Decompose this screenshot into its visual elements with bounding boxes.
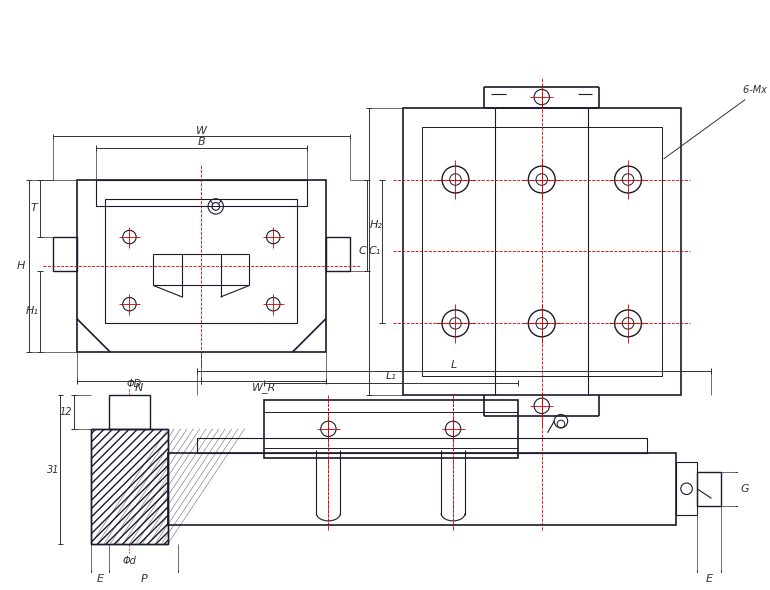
Text: H: H	[17, 261, 25, 271]
Bar	[676, 463, 697, 515]
Bar	[403, 107, 681, 395]
Bar	[91, 429, 168, 544]
Text: 12: 12	[60, 407, 72, 417]
Bar	[326, 237, 350, 271]
Bar	[77, 179, 326, 352]
Bar	[91, 429, 168, 544]
Text: C: C	[359, 247, 367, 257]
Text: C₁: C₁	[369, 247, 381, 257]
Bar	[105, 199, 297, 323]
Text: ΦD: ΦD	[127, 379, 142, 389]
Text: H₂: H₂	[370, 220, 383, 230]
Text: L₁: L₁	[385, 371, 396, 381]
Text: G: G	[741, 484, 749, 494]
Bar	[263, 400, 517, 458]
Text: W: W	[196, 126, 207, 136]
Text: L: L	[451, 359, 457, 369]
Bar	[196, 438, 648, 453]
Text: W_R: W_R	[252, 382, 276, 393]
Text: 31: 31	[46, 464, 59, 474]
Text: B: B	[198, 137, 205, 147]
Text: N: N	[135, 382, 143, 392]
Bar	[109, 395, 149, 429]
Text: E: E	[97, 575, 104, 584]
Bar	[168, 453, 676, 525]
Text: Φd: Φd	[122, 556, 136, 566]
Bar	[96, 179, 306, 206]
Bar	[52, 237, 77, 271]
Bar	[422, 127, 661, 376]
Text: E: E	[705, 575, 712, 584]
Text: H₁: H₁	[25, 306, 38, 316]
Text: P: P	[140, 575, 147, 584]
Bar	[697, 472, 721, 506]
Text: 6-Mx l: 6-Mx l	[664, 85, 770, 159]
Text: T: T	[30, 204, 37, 214]
